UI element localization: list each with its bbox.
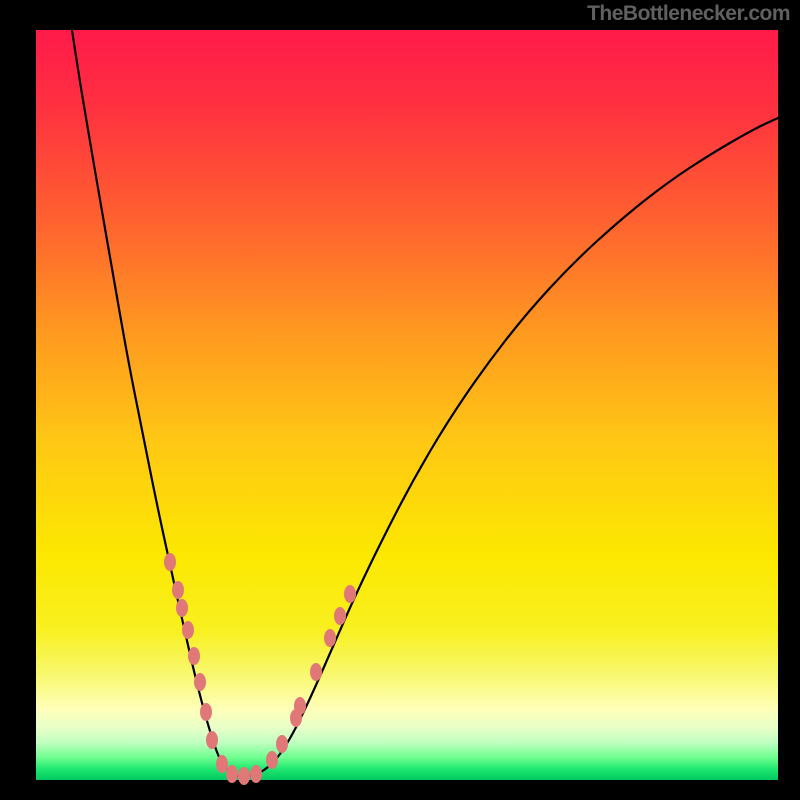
data-marker xyxy=(344,585,356,603)
data-marker xyxy=(194,673,206,691)
data-marker xyxy=(310,663,322,681)
data-marker xyxy=(324,629,336,647)
data-marker xyxy=(200,703,212,721)
data-marker xyxy=(294,697,306,715)
data-marker xyxy=(172,581,184,599)
data-marker xyxy=(216,755,228,773)
data-marker xyxy=(276,735,288,753)
data-marker xyxy=(188,647,200,665)
data-marker xyxy=(238,767,250,785)
chart-container: TheBottlenecker.com xyxy=(0,0,800,800)
watermark-text: TheBottlenecker.com xyxy=(587,2,790,26)
data-marker xyxy=(206,731,218,749)
gradient-background xyxy=(36,30,778,780)
bottleneck-curve-plot xyxy=(0,0,800,800)
data-marker xyxy=(182,621,194,639)
data-marker xyxy=(266,751,278,769)
data-marker xyxy=(164,553,176,571)
markers-bottom-cluster xyxy=(226,765,262,785)
data-marker xyxy=(250,765,262,783)
data-marker xyxy=(226,765,238,783)
data-marker xyxy=(334,607,346,625)
data-marker xyxy=(176,599,188,617)
